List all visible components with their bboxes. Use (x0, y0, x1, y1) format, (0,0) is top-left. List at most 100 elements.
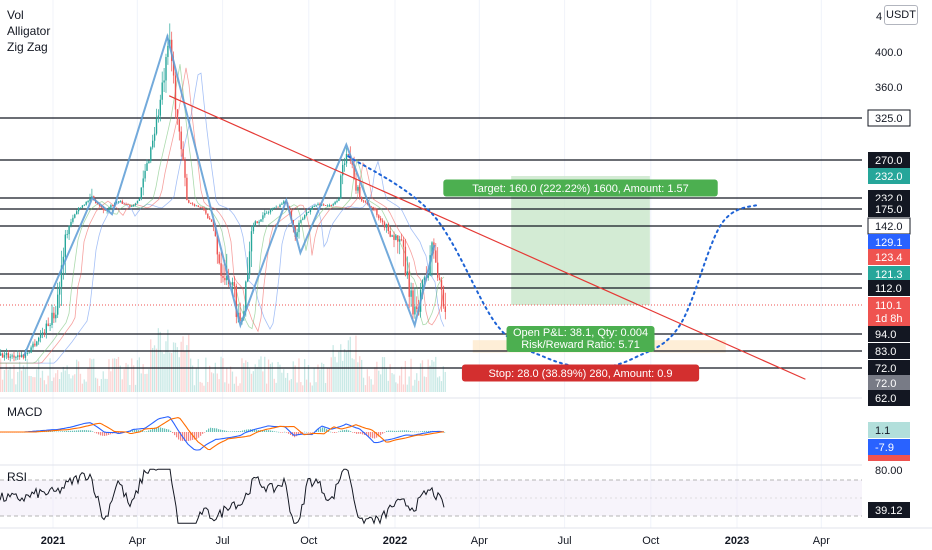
volume-bar (182, 336, 184, 392)
macd-hist-bar (346, 429, 348, 432)
axis-label: 129.1 (875, 237, 903, 249)
candle-body (323, 204, 325, 206)
candle-body (300, 219, 302, 223)
macd-hist-bar (360, 432, 362, 434)
axis-label: 83.0 (875, 346, 896, 358)
macd-hist-bar (368, 432, 370, 437)
candle-body (205, 210, 207, 214)
volume-bar (431, 359, 433, 392)
candle-body (361, 196, 363, 201)
macd-hist-bar (392, 430, 394, 432)
volume-bar (81, 383, 83, 392)
volume-bar (260, 356, 262, 392)
candle-body (283, 201, 285, 204)
volume-bar (121, 379, 123, 392)
candle-body (0, 353, 2, 356)
axis-label: 232.0 (875, 171, 903, 183)
volume-bar (123, 369, 125, 392)
macd-hist-bar (396, 430, 398, 432)
volume-bar (127, 364, 129, 392)
volume-bar (125, 362, 127, 392)
macd-hist-bar (64, 431, 66, 432)
volume-bar (106, 378, 108, 392)
volume-bar (269, 363, 272, 392)
candle-body (444, 306, 446, 312)
volume-bar (9, 366, 11, 392)
currency-button[interactable]: USDT (884, 5, 918, 25)
macd-hist-bar (306, 431, 308, 433)
macd-hist-bar (444, 431, 446, 433)
macd-hist-bar (416, 431, 418, 433)
volume-bar (442, 366, 444, 392)
volume-bar (279, 364, 281, 392)
macd-pane (0, 397, 932, 451)
volume-bar (131, 358, 133, 392)
volume-bar (300, 382, 302, 392)
candle-body (87, 200, 89, 202)
volume-bar (0, 358, 2, 392)
candle-body (355, 178, 357, 191)
macd-hist-bar (234, 431, 236, 432)
macd-hist-bar (72, 430, 74, 432)
volume-bar (330, 357, 332, 392)
macd-hist-bar (70, 430, 72, 432)
candle-body (247, 274, 249, 282)
candle-body (343, 163, 346, 165)
candle-body (218, 254, 220, 264)
candle-body (305, 212, 308, 216)
volume-bar (271, 362, 273, 392)
candle-body (364, 201, 367, 203)
volume-bar (258, 359, 260, 392)
candle-body (60, 265, 63, 287)
candle-body (279, 204, 281, 207)
macd-hist-bar (148, 430, 150, 432)
volume-bar (210, 372, 213, 392)
candle-body (214, 226, 217, 237)
volume-bar (32, 377, 34, 392)
macd-label[interactable]: MACD (7, 405, 43, 419)
candle-body (207, 213, 209, 219)
candle-body (81, 205, 84, 208)
candle-body (440, 280, 443, 290)
macd-hist-bar (342, 430, 344, 432)
candle-body (76, 211, 78, 215)
volume-bar (267, 359, 270, 392)
macd-hist-bar (366, 432, 368, 436)
volume-bar (140, 373, 142, 392)
volume-bar (376, 361, 378, 392)
candle-body (266, 212, 268, 214)
macd-hist-bar (54, 431, 56, 433)
legend-alligator[interactable]: Alligator (7, 24, 51, 38)
macd-hist-bar (294, 432, 296, 438)
volume-bar (30, 376, 32, 392)
macd-hist-bar (136, 429, 138, 432)
axis-label-bg (868, 234, 910, 250)
legend-zigzag[interactable]: Zig Zag (7, 40, 48, 54)
volume-bar (138, 357, 140, 392)
candle-body (112, 205, 114, 206)
volume-bar (159, 331, 161, 392)
volume-bar (207, 381, 209, 392)
volume-bar (157, 328, 159, 392)
axis-label: 72.0 (875, 363, 896, 375)
candle-body (224, 277, 226, 281)
volume-bar (102, 371, 104, 392)
macd-hist-bar (154, 428, 156, 432)
volume-bar (345, 351, 348, 392)
rsi-label[interactable]: RSI (7, 470, 28, 484)
volume-bar (410, 358, 412, 392)
candle-body (157, 115, 160, 119)
info-label-line1: Open P&L: 38.1, Qty: 0.004 (513, 327, 648, 339)
volume-bar (229, 366, 232, 392)
legend-vol[interactable]: Vol (7, 8, 24, 22)
volume-bar (178, 357, 180, 392)
macd-signal-line (0, 417, 444, 451)
volume-bar (326, 367, 329, 392)
volume-bar (372, 384, 374, 392)
macd-hist-bar (254, 429, 256, 432)
volume-bar (353, 359, 355, 392)
volume-bar (89, 358, 91, 392)
macd-hist-bar (176, 432, 178, 438)
candle-body (245, 281, 247, 312)
